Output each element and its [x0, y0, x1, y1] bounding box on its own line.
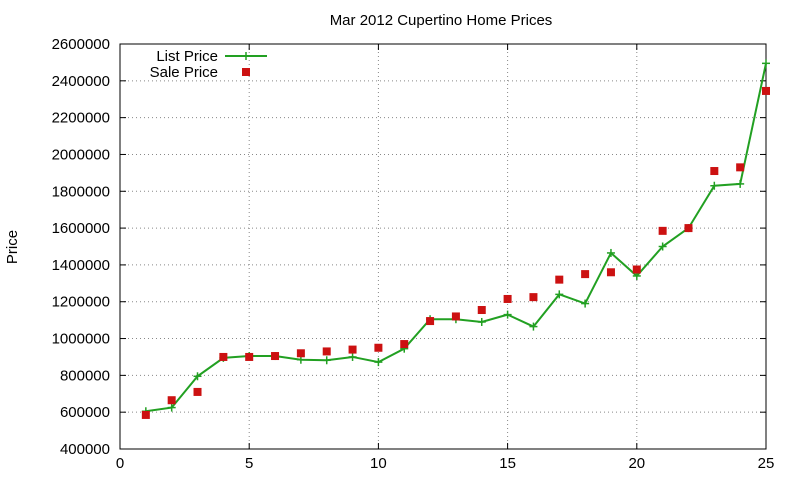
sale-price-point — [632, 265, 641, 274]
y-tick-label: 1400000 — [52, 257, 110, 274]
x-tick-label: 25 — [758, 455, 775, 472]
sale-price-point — [710, 167, 719, 176]
x-axis: 0 5 10 15 20 25 — [116, 44, 775, 472]
sale-price-point — [296, 349, 305, 358]
y-tick-label: 2000000 — [52, 146, 110, 163]
y-tick-label: 1200000 — [52, 294, 110, 311]
sale-price-point — [684, 224, 693, 233]
y-tick-label: 800000 — [60, 367, 110, 384]
sale-price-point — [762, 86, 770, 95]
plot-frame — [119, 43, 767, 450]
sale-price-point — [271, 352, 280, 361]
legend-marker-list-price — [242, 52, 250, 60]
chart-title: Mar 2012 Cupertino Home Prices — [330, 12, 553, 29]
list-price-point — [348, 352, 357, 361]
sale-price-point — [167, 396, 176, 405]
list-price-point — [167, 403, 176, 412]
x-tick-label: 20 — [628, 455, 645, 472]
sale-price-point — [581, 270, 590, 279]
legend-swatch-sale-price — [242, 68, 250, 76]
list-price-line — [145, 63, 767, 413]
list-price-point — [710, 181, 719, 190]
y-axis-label: Price — [4, 230, 21, 264]
legend-label-list-price: List Price — [156, 48, 218, 65]
sale-price-point — [451, 312, 460, 321]
y-tick-label: 2600000 — [52, 36, 110, 53]
x-tick-label: 0 — [116, 455, 124, 472]
y-tick-label: 2400000 — [52, 73, 110, 90]
list-price-point — [606, 248, 615, 257]
list-price-point — [762, 59, 770, 68]
list-price-point — [529, 322, 538, 331]
sale-price-point — [426, 317, 435, 326]
list-price-point — [503, 310, 512, 319]
sale-price-point — [555, 275, 564, 284]
sale-price-point — [529, 293, 538, 302]
y-tick-label: 400000 — [60, 441, 110, 458]
list-price-point — [374, 358, 383, 367]
sale-price-point — [245, 352, 254, 361]
sale-price-point — [322, 347, 331, 356]
x-tick-label: 15 — [499, 455, 516, 472]
y-tick-label: 1800000 — [52, 183, 110, 200]
sale-price-point — [219, 352, 228, 361]
sale-price-point — [141, 410, 150, 419]
sale-price-point — [658, 226, 667, 235]
y-axis: 400000 600000 800000 1000000 1200000 1400000 1… — [52, 36, 766, 458]
list-price-point — [193, 372, 202, 381]
y-tick-label: 1600000 — [52, 220, 110, 237]
list-price-point — [322, 356, 331, 365]
sale-price-point — [736, 163, 745, 172]
list-price-point — [736, 179, 745, 188]
grid — [120, 44, 766, 449]
sale-price-point — [503, 294, 512, 303]
sale-price-point — [193, 387, 202, 396]
list-price-point — [581, 299, 590, 308]
x-tick-label: 5 — [245, 455, 253, 472]
y-tick-label: 2200000 — [52, 110, 110, 127]
sale-price-point — [606, 268, 615, 277]
x-tick-label: 10 — [370, 455, 387, 472]
sale-price-point — [477, 306, 486, 315]
sale-price-point — [374, 343, 383, 352]
list-price-point — [477, 317, 486, 326]
list-price-point — [555, 290, 564, 299]
sale-price-point — [348, 345, 357, 354]
list-price-point — [658, 242, 667, 251]
y-tick-label: 1000000 — [52, 331, 110, 348]
sale-price-point — [400, 340, 409, 349]
y-tick-label: 600000 — [60, 404, 110, 421]
series-layer — [141, 59, 770, 419]
legend-label-sale-price: Sale Price — [150, 64, 218, 81]
